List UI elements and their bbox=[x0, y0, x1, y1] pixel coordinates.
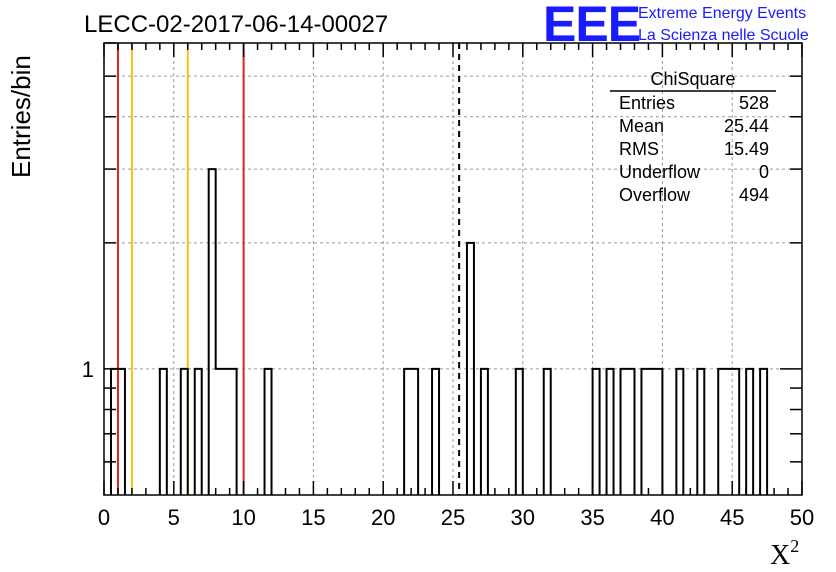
x-axis-label-superscript: 2 bbox=[790, 536, 799, 556]
stats-label: Overflow bbox=[619, 185, 691, 205]
y-axis-label: Entries/bin bbox=[6, 55, 36, 178]
x-tick-label: 25 bbox=[441, 505, 465, 530]
stats-value: 0 bbox=[759, 162, 769, 182]
stats-label: Underflow bbox=[619, 162, 701, 182]
x-tick-label: 5 bbox=[168, 505, 180, 530]
reference-lines bbox=[116, 43, 461, 495]
stats-value: 494 bbox=[739, 185, 769, 205]
x-tick-label: 45 bbox=[720, 505, 744, 530]
x-tick-label: 0 bbox=[98, 505, 110, 530]
chart-title: LECC-02-2017-06-14-00027 bbox=[84, 11, 388, 38]
eee-logo-mark: EEE bbox=[543, 0, 640, 52]
stats-title: ChiSquare bbox=[650, 69, 735, 89]
x-tick-labels: 0 5 10 15 20 25 30 35 40 45 50 bbox=[98, 505, 814, 530]
stats-label: Mean bbox=[619, 116, 664, 136]
x-tick-label: 15 bbox=[301, 505, 325, 530]
eee-logo-line1: Extreme Energy Events bbox=[638, 5, 806, 22]
stats-label: RMS bbox=[619, 139, 659, 159]
histogram-bars bbox=[109, 168, 769, 495]
stats-value: 25.44 bbox=[724, 116, 769, 136]
x-axis-label-base: X bbox=[770, 540, 790, 571]
stats-box: ChiSquare Entries 528 Mean 25.44 RMS 15.49 Und… bbox=[610, 69, 776, 205]
x-tick-label: 10 bbox=[231, 505, 255, 530]
axis-ticks bbox=[103, 42, 803, 495]
y-tick-label: 1 bbox=[82, 357, 94, 382]
eee-logo-line2: La Scienza nelle Scuole bbox=[638, 27, 809, 44]
x-tick-label: 35 bbox=[580, 505, 604, 530]
y-tick-labels: 1 bbox=[82, 357, 94, 382]
stats-value: 528 bbox=[739, 93, 769, 113]
stats-value: 15.49 bbox=[724, 139, 769, 159]
x-tick-label: 30 bbox=[511, 505, 535, 530]
stats-label: Entries bbox=[619, 93, 675, 113]
x-axis-label: X2 bbox=[770, 536, 799, 571]
x-tick-label: 20 bbox=[371, 505, 395, 530]
eee-logo: EEE Extreme Energy Events La Scienza nel… bbox=[543, 0, 809, 52]
x-tick-label: 40 bbox=[650, 505, 674, 530]
histogram-outline bbox=[109, 168, 769, 495]
x-tick-label: 50 bbox=[790, 505, 814, 530]
